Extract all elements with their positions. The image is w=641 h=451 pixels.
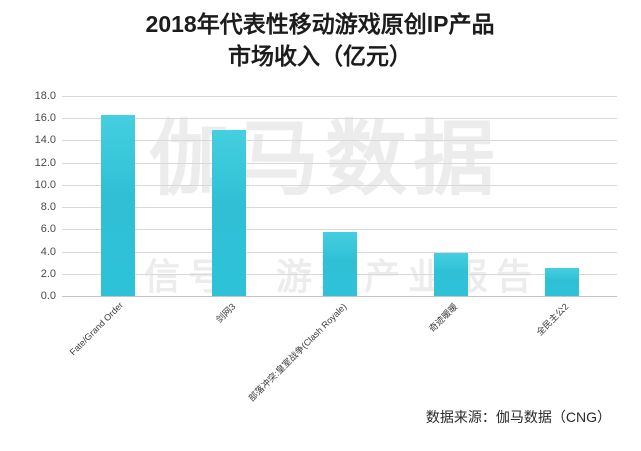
source-note: 数据来源：伽马数据（CNG） [425,409,611,425]
bar [322,231,357,296]
chart-title-line-2: 市场收入（亿元） [228,43,412,69]
y-axis-tick-label: 2.0 [40,267,56,280]
y-axis-tick-label: 18.0 [34,90,56,102]
y-axis-tick-label: 14.0 [34,134,56,147]
y-axis-tick-label: 10.0 [34,178,56,191]
gridline [62,229,617,231]
y-axis-tick-label: 12.0 [34,156,56,169]
gridline [62,118,617,120]
x-axis-labels: Fate/Grand Order 剑网3 部落冲突:皇室战争(Clash Royal… [62,296,617,403]
y-axis-tick-label: 0.0 [40,290,56,302]
bar [100,114,135,296]
gridline [62,296,617,297]
bars-layer [62,96,617,296]
bar [544,268,579,296]
y-axis-tick-label: 4.0 [40,245,56,258]
bar [433,252,468,296]
gridline [62,184,617,186]
chart-title: 2018年代表性移动游戏原创IP产品 市场收入（亿元） [70,8,570,72]
y-axis-tick-label: 8.0 [40,201,56,214]
y-axis-tick-label: 16.0 [34,112,56,125]
y-axis-labels: 18.0 16.0 14.0 12.0 10.0 8.0 6.0 4.0 2.0 0.0 [18,90,56,302]
gridline [62,207,617,209]
gridline [62,162,617,164]
gridline [62,140,617,142]
gridline [62,96,617,97]
y-axis-tick-label: 6.0 [40,223,56,236]
chart-title-line-1: 2018年代表性移动游戏原创IP产品 [145,11,495,37]
bar [211,130,246,296]
